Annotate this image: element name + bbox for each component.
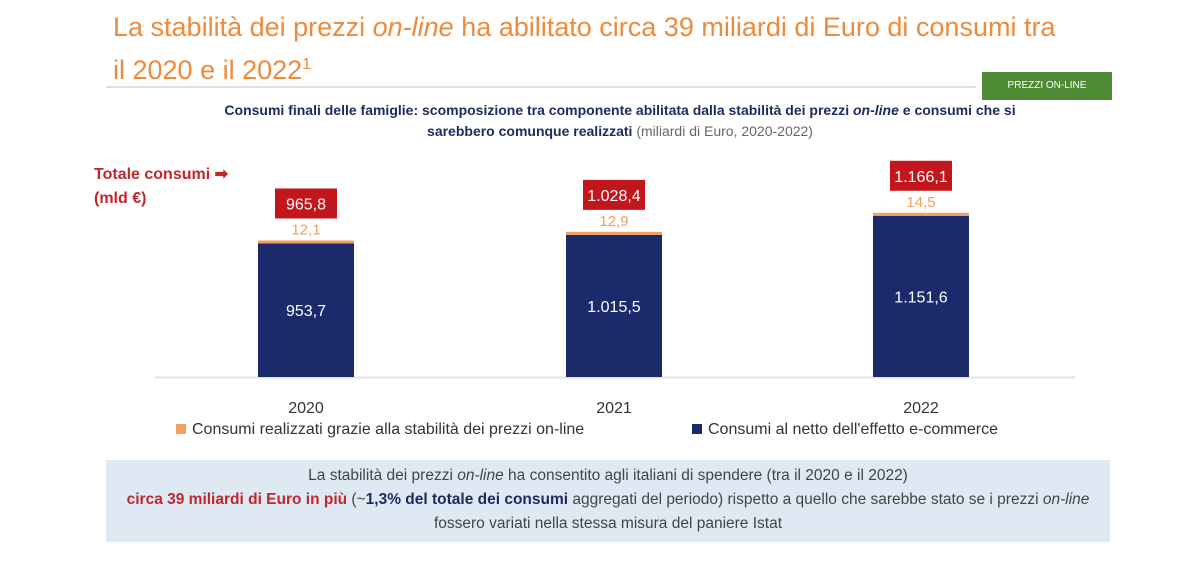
stacked-bar-chart: 953,7 12,1 965,8 2020 1.015,5 12,9 1.028,4 2021… (155, 160, 1075, 417)
legend-item-online: Consumi realizzati grazie alla stabilità… (176, 421, 584, 439)
x-tick-label: 2021 (596, 400, 632, 417)
bar-net (258, 243, 354, 377)
data-label-net: 1.015,5 (587, 299, 640, 316)
x-tick-label: 2022 (903, 400, 939, 417)
total-box (890, 160, 952, 191)
bar-online (258, 240, 354, 244)
page-title: La stabilità dei prezzi on-line ha abili… (113, 12, 1056, 85)
total-box (583, 179, 645, 210)
data-label-online: 12,9 (599, 213, 628, 230)
x-tick-label: 2020 (288, 400, 324, 417)
totals-label: Totale consumi ➡ (mld €) (94, 166, 229, 207)
legend-swatch (176, 424, 186, 434)
total-label: 1.028,4 (587, 188, 640, 205)
summary-note: La stabilità dei prezzi on-line ha conse… (106, 460, 1110, 542)
data-label-online: 12,1 (291, 221, 320, 238)
legend-item-net: Consumi al netto dell'effetto e-commerce (692, 421, 998, 439)
data-label-net: 1.151,6 (894, 289, 947, 306)
bar-net (566, 234, 662, 377)
bar-online (873, 212, 969, 216)
bar-online (566, 231, 662, 235)
legend-swatch (692, 424, 702, 434)
chart-subtitle: Consumi finali delle famiglie: scomposiz… (224, 102, 1016, 139)
data-label-net: 953,7 (286, 303, 326, 320)
total-label: 1.166,1 (894, 169, 947, 186)
bar-net (873, 215, 969, 377)
total-label: 965,8 (286, 196, 326, 213)
section-tag: PREZZI ON-LINE (982, 72, 1112, 100)
title-divider (106, 86, 976, 88)
total-box (275, 188, 337, 219)
data-label-online: 14,5 (906, 194, 935, 211)
